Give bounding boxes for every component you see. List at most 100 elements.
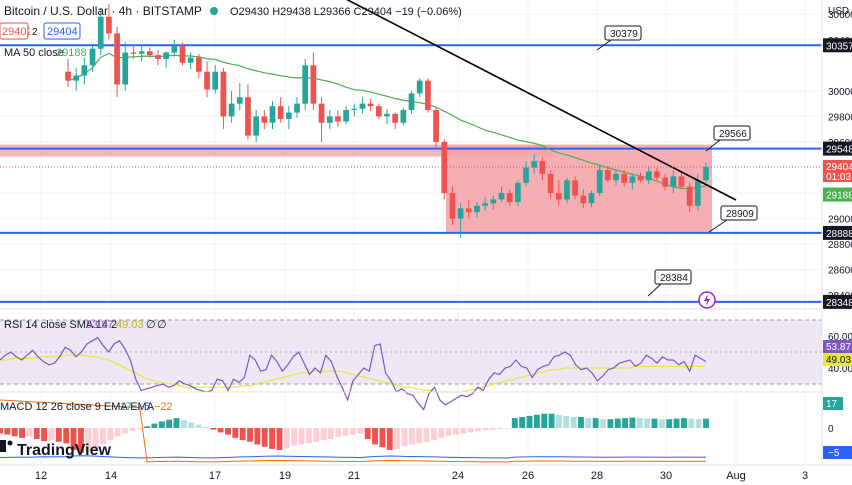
macd-bar [114, 428, 121, 437]
macd-legend-hist: 17 [120, 401, 132, 413]
date-tick-label: 28 [591, 470, 603, 482]
candle-body [302, 65, 309, 104]
candle-body [588, 193, 595, 204]
candle-body [367, 103, 374, 107]
macd-bar [629, 417, 636, 428]
candle-body [604, 170, 611, 181]
callout-pointer [708, 219, 728, 233]
price-tick-label: 29800 [828, 112, 852, 123]
macd-bar [320, 428, 327, 441]
candle-body [351, 108, 358, 111]
ask-box[interactable] [43, 22, 81, 40]
candle-body [179, 46, 186, 63]
macd-bar [136, 428, 143, 430]
macd-bar [651, 418, 658, 428]
macd-bar [666, 419, 673, 428]
macd-bar [166, 419, 173, 428]
candle-body [294, 103, 300, 113]
candle-body [670, 176, 677, 187]
macd-bar [151, 423, 158, 428]
trendline[interactable] [340, 0, 737, 201]
candle-body [506, 193, 513, 202]
price-scale-tag-text: 28888 [826, 229, 852, 240]
macd-bar [0, 428, 3, 434]
ma-tag [823, 187, 852, 202]
macd-bar [19, 428, 26, 438]
candle-body [212, 71, 219, 90]
macd-legend-macd: −5 [138, 401, 151, 413]
macd-bar [644, 418, 651, 428]
horizontal-lines[interactable] [0, 44, 822, 303]
logo-mark-icon [0, 440, 6, 452]
price-scale-tag-text: 28348 [826, 298, 852, 309]
macd-bar [541, 413, 548, 428]
price-tick-label: 28800 [828, 240, 852, 251]
macd-bar [33, 428, 40, 439]
candle-body [163, 52, 170, 59]
macd-bar [423, 428, 430, 442]
time-scale[interactable]: 12 14 17 19 21 24 26 28 30 Aug 3 [0, 464, 852, 485]
macd-bar [357, 428, 364, 434]
candle-body [686, 186, 693, 206]
rsi-pane[interactable]: RSI 14 close SMA 14 2 53.87 49.03 ∅ ∅ [0, 308, 822, 411]
candle-body [416, 80, 423, 94]
macd-bar [48, 428, 55, 441]
macd-bar [291, 428, 298, 446]
price-scale-tag [823, 38, 852, 53]
date-tick-label: 30 [660, 470, 672, 482]
macd-bar [327, 428, 334, 439]
candle-body [65, 71, 71, 81]
macd-bar [122, 428, 128, 434]
macd-bar [41, 428, 48, 442]
candle-body [245, 97, 251, 136]
macd-bar [254, 428, 261, 445]
candle-body [261, 116, 268, 123]
ma-legend: MA 50 close [4, 47, 64, 59]
bid-box[interactable] [0, 22, 29, 40]
macd-hist-tag [823, 397, 843, 410]
macd-bar [511, 418, 518, 428]
callout-box [720, 205, 758, 221]
alert-clock-icon[interactable] [698, 291, 716, 309]
macd-legend: MACD 12 26 close 9 EMA EMA [0, 401, 155, 413]
market-open-icon [210, 7, 218, 15]
tradingview-logo[interactable]: TradingView [0, 440, 112, 459]
candle-body [122, 52, 129, 85]
macd-bar [622, 418, 629, 428]
candle-body [539, 161, 546, 174]
macd-bar [225, 428, 231, 435]
macd-bar [636, 418, 643, 428]
candle-body [425, 80, 431, 111]
date-tick-label: Aug [726, 470, 746, 482]
macd-line [0, 455, 707, 459]
candle-body [515, 182, 521, 202]
candle-body [572, 180, 578, 196]
macd-bar [445, 428, 452, 436]
macd-bar [70, 428, 77, 450]
price-callouts[interactable]: 30379 29566 28909 28384 [596, 25, 758, 297]
candle-body [89, 48, 96, 66]
candle-body [106, 16, 112, 34]
macd-bar [467, 428, 474, 433]
candle-body [155, 55, 161, 59]
macd-bar [107, 428, 114, 441]
date-tick-label: 21 [348, 470, 360, 482]
macd-bar [504, 428, 511, 429]
rsi-legend-ma: 49.03 [116, 319, 144, 331]
candle-body [253, 116, 259, 136]
candle-body [678, 176, 685, 187]
price-pane[interactable]: 30379 29566 28909 28384 [0, 0, 822, 465]
macd-bar [658, 419, 665, 428]
candle-body [474, 205, 480, 213]
callout-text: 28909 [726, 209, 754, 220]
ask-price: 29404 [47, 26, 78, 38]
macd-bar [526, 415, 533, 428]
macd-bar [430, 428, 437, 441]
macd-bar [519, 417, 526, 428]
macd-bar [607, 419, 614, 428]
macd-pane[interactable]: MACD 12 26 close 9 EMA EMA 17 −5 −22 Tra… [0, 391, 822, 463]
candle-body [662, 177, 668, 187]
